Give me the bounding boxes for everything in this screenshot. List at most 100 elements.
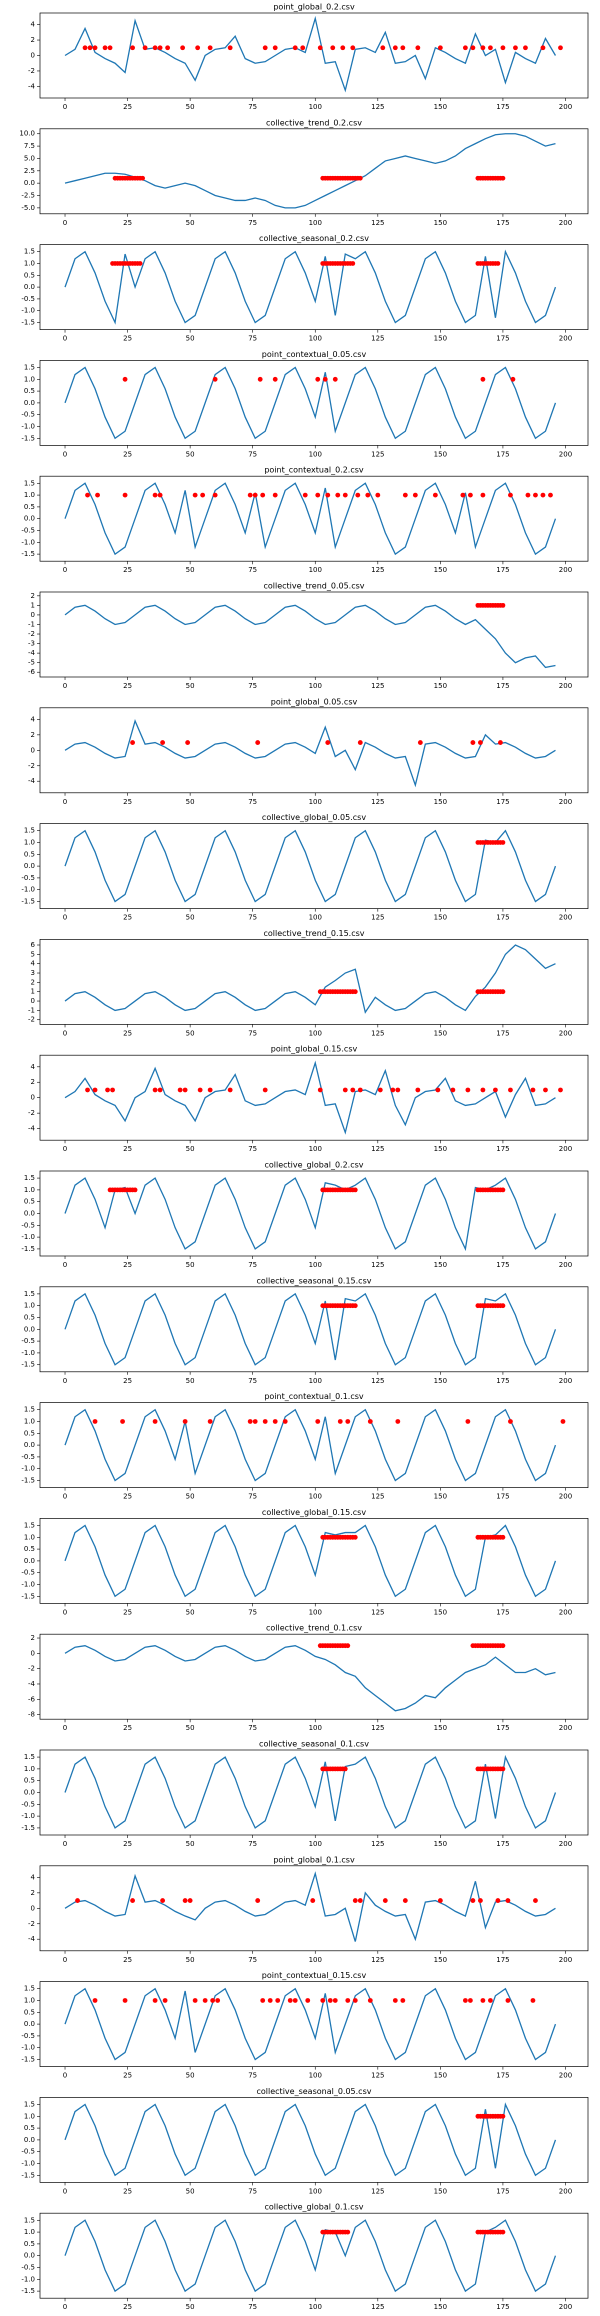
plot-frame <box>39 1633 589 1720</box>
anomaly-point <box>182 1898 188 1903</box>
x-tick-label: 125 <box>371 566 384 574</box>
x-tick-label: 125 <box>371 914 384 922</box>
anomaly-point <box>260 1998 266 2003</box>
x-tick-label: 25 <box>123 1608 132 1616</box>
anomaly-point <box>272 45 278 51</box>
anomaly-point <box>142 45 148 51</box>
x-tick-label: 25 <box>123 2303 132 2311</box>
x-tick-label: 175 <box>496 1029 509 1037</box>
x-tick-label: 25 <box>123 219 132 227</box>
x-tick-label: 100 <box>309 450 322 458</box>
anomaly-point <box>85 492 90 498</box>
y-tick-label: -1.5 <box>21 1245 35 1253</box>
anomaly-point <box>500 1766 506 1772</box>
x-tick-label: 50 <box>186 1029 195 1037</box>
x-tick-label: 25 <box>123 1724 132 1732</box>
y-tick-label: -4 <box>28 1680 36 1688</box>
x-tick-label: 125 <box>371 1261 384 1269</box>
anomaly-point <box>450 1087 456 1093</box>
anomaly-point <box>392 1998 398 2003</box>
x-tick-label: 200 <box>559 1608 572 1616</box>
anomaly-point <box>255 1898 261 1903</box>
anomaly-point <box>508 492 513 498</box>
y-tick-label: -0.5 <box>21 1453 35 1461</box>
anomaly-point <box>500 840 506 845</box>
anomaly-point <box>437 1898 443 1903</box>
anomaly-point <box>227 45 233 51</box>
x-tick-label: 100 <box>309 2072 322 2080</box>
anomaly-point <box>508 1087 513 1093</box>
x-tick-label: 200 <box>559 450 572 458</box>
series-line <box>64 1408 557 1482</box>
x-tick-label: 25 <box>123 1493 132 1501</box>
anomaly-point <box>508 1419 513 1424</box>
anomaly-point <box>367 1998 373 2003</box>
anomaly-point <box>465 1087 471 1093</box>
x-tick-label: 100 <box>309 1261 322 1269</box>
y-tick-label: 0 <box>31 746 35 754</box>
anomaly-point <box>200 492 206 498</box>
x-tick-label: 75 <box>248 1261 257 1269</box>
anomaly-point <box>140 175 145 181</box>
plot-frame <box>39 244 589 330</box>
y-tick-label: -1.5 <box>21 550 35 558</box>
anomaly-point <box>302 492 308 498</box>
anomaly-point <box>352 1534 358 1540</box>
anomaly-point <box>357 175 363 181</box>
anomaly-point <box>480 1087 486 1093</box>
anomaly-point <box>152 1087 158 1093</box>
plot-frame <box>39 1865 589 1952</box>
anomaly-point <box>342 492 348 498</box>
anomaly-point <box>493 1087 498 1093</box>
anomaly-point <box>177 1087 183 1093</box>
x-tick-label: 75 <box>248 566 257 574</box>
y-tick-label: -0.5 <box>21 411 35 419</box>
anomaly-point <box>417 740 423 745</box>
anomaly-point <box>92 1087 98 1093</box>
anomaly-point <box>212 492 218 498</box>
anomaly-point <box>513 45 518 51</box>
x-tick-label: 75 <box>248 1377 257 1385</box>
anomaly-point <box>478 1898 483 1903</box>
anomaly-point <box>107 45 113 51</box>
anomaly-point <box>510 376 516 382</box>
y-tick-label: 0 <box>31 1094 35 1102</box>
y-tick-label: 0.0 <box>24 399 35 407</box>
plot-frame <box>39 1054 589 1141</box>
x-tick-label: 0 <box>63 2072 67 2080</box>
x-tick-label: 50 <box>186 1261 195 1269</box>
y-tick-label: 1.0 <box>24 1996 35 2004</box>
series-line <box>64 719 556 788</box>
x-tick-label: 125 <box>371 682 384 690</box>
x-tick-label: 175 <box>496 1145 509 1153</box>
anomaly-point <box>365 492 371 498</box>
anomaly-point <box>435 1087 441 1093</box>
anomaly-point <box>275 1998 281 2003</box>
anomaly-point <box>462 1998 468 2003</box>
y-tick-label: 2 <box>31 978 35 986</box>
plot-frame <box>39 360 589 446</box>
x-tick-label: 75 <box>248 1840 257 1848</box>
anomaly-point <box>480 1998 486 2003</box>
anomaly-point <box>122 376 128 382</box>
anomaly-point <box>337 1419 343 1424</box>
chart-title: collective_seasonal_0.2.csv <box>259 234 369 243</box>
x-tick-label: 50 <box>186 1493 195 1501</box>
anomaly-point <box>488 1998 493 2003</box>
x-tick-label: 200 <box>559 682 572 690</box>
x-tick-label: 50 <box>186 219 195 227</box>
series-line <box>64 1871 556 1942</box>
anomaly-point <box>470 1898 476 1903</box>
anomaly-point <box>500 175 506 181</box>
y-tick-label: -2 <box>28 1665 35 1673</box>
chart-title: point_global_0.1.csv <box>273 1855 355 1864</box>
y-tick-label: 1.5 <box>24 827 35 835</box>
y-tick-label: -1.5 <box>21 2287 35 2295</box>
x-tick-label: 25 <box>123 2072 132 2080</box>
plot-frame <box>39 12 589 99</box>
anomaly-point <box>165 45 171 51</box>
anomaly-point <box>287 1998 293 2003</box>
y-tick-label: 2 <box>31 1634 35 1642</box>
y-tick-label: -1.0 <box>21 1812 35 1820</box>
